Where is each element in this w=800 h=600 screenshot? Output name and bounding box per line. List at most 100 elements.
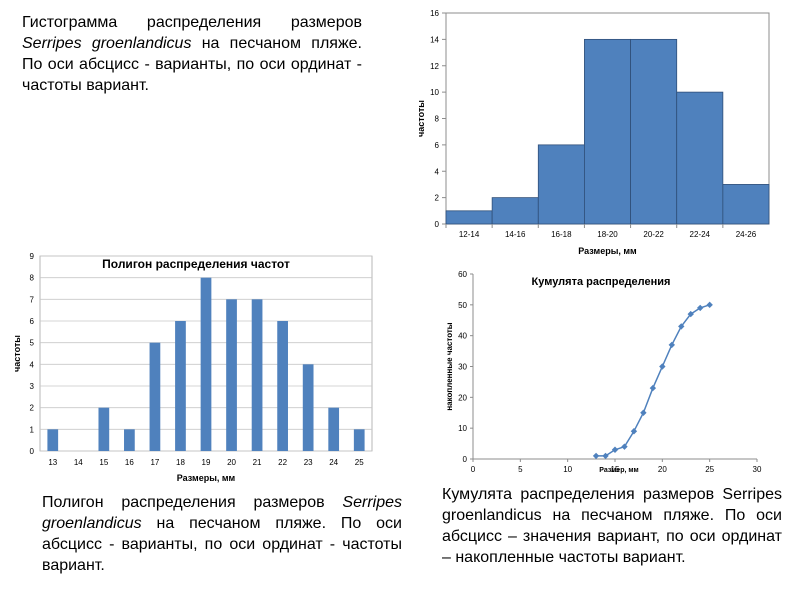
y-tick-label: 9: [30, 252, 35, 261]
x-tick-label: 18-20: [597, 230, 618, 239]
y-tick-label: 12: [430, 62, 439, 71]
histogram-bar: [584, 38, 631, 225]
y-axis-label: частоты: [12, 335, 22, 372]
y-tick-label: 4: [435, 167, 440, 176]
chart-title: Кумулята распределения: [532, 276, 671, 288]
x-tick-label: 20: [227, 458, 236, 467]
caption-species: Serripes groenlandicus: [42, 494, 402, 532]
data-point-marker: [611, 446, 619, 453]
x-tick-label: 15: [611, 465, 620, 474]
polygon-bar: [98, 407, 110, 451]
chart-title: Полигон распределения частот: [102, 257, 290, 271]
polygon-bar: [251, 299, 263, 451]
polygon-bar: [175, 321, 186, 451]
y-tick-label: 1: [30, 425, 35, 434]
polygon-bar: [302, 364, 314, 451]
y-tick-label: 6: [30, 317, 35, 326]
data-point-marker: [678, 323, 685, 330]
x-tick-label: 16: [125, 458, 134, 467]
polygon-bar: [353, 429, 365, 451]
polygon-bar: [226, 299, 237, 451]
x-axis-label: Размер, мм: [599, 467, 638, 474]
caption-text: Гистограмма распределения размеров: [22, 14, 362, 31]
data-point-marker: [649, 384, 657, 392]
caption-text: на песчаном пляже. По оси абсцисс - вари…: [22, 35, 362, 94]
y-tick-label: 0: [435, 220, 440, 229]
caption-text: на песчаном пляже. По оси абсцисс - вари…: [42, 515, 402, 574]
y-tick-label: 16: [430, 9, 439, 18]
caption-text: Кумулята распределения размеров Serripes…: [442, 486, 782, 566]
y-tick-label: 2: [435, 194, 440, 203]
data-point-marker: [640, 409, 647, 416]
y-tick-label: 7: [30, 295, 35, 304]
y-axis-label: накопленные частоты: [445, 322, 454, 410]
x-tick-label: 25: [705, 465, 714, 474]
y-tick-label: 10: [458, 424, 467, 433]
histogram-caption: Гистограмма распределения размеров Serri…: [22, 12, 362, 96]
x-tick-label: 0: [471, 465, 476, 474]
histogram-bar: [722, 184, 770, 225]
histogram-bar: [537, 144, 585, 225]
polygon-bar: [277, 321, 288, 451]
y-axis-label: частоты: [416, 100, 426, 137]
polygon-bar: [328, 407, 340, 451]
x-tick-label: 19: [202, 458, 211, 467]
x-tick-label: 20-22: [643, 230, 664, 239]
y-tick-label: 5: [30, 339, 35, 348]
x-tick-label: 10: [563, 465, 572, 474]
data-point-marker: [687, 310, 694, 318]
y-tick-label: 0: [463, 455, 468, 464]
y-tick-label: 3: [30, 382, 35, 391]
y-tick-label: 10: [430, 88, 439, 97]
x-tick-label: 20: [658, 465, 667, 474]
data-point-marker: [668, 341, 675, 349]
x-tick-label: 5: [518, 465, 523, 474]
data-point-marker: [706, 301, 713, 309]
x-tick-label: 15: [99, 458, 108, 467]
histogram-bar: [676, 91, 724, 225]
polygon-bar: [149, 342, 161, 451]
data-point-marker: [592, 452, 600, 460]
x-tick-label: 14-16: [505, 230, 526, 239]
x-tick-label: 24-26: [736, 230, 757, 239]
polygon-bar: [47, 429, 59, 451]
y-tick-label: 6: [435, 141, 440, 150]
x-tick-label: 25: [355, 458, 364, 467]
y-tick-label: 2: [30, 404, 35, 413]
data-point-marker: [697, 304, 704, 312]
histogram-bar: [630, 38, 678, 225]
y-tick-label: 30: [458, 363, 467, 372]
x-tick-label: 16-18: [551, 230, 572, 239]
caption-species: Serripes groenlandicus: [22, 35, 192, 52]
y-tick-label: 40: [458, 332, 467, 341]
y-tick-label: 20: [458, 393, 467, 402]
y-tick-label: 8: [30, 274, 35, 283]
polygon-caption: Полигон распределения размеров Serripes …: [42, 492, 402, 576]
x-axis-label: Размеры, мм: [578, 246, 637, 256]
data-point-marker: [621, 443, 628, 450]
x-tick-label: 18: [176, 458, 185, 467]
data-point-marker: [602, 452, 609, 460]
polygon-bar: [124, 429, 135, 451]
y-tick-label: 60: [458, 270, 467, 279]
x-tick-label: 22-24: [690, 230, 711, 239]
cumulative-caption: Кумулята распределения размеров Serripes…: [442, 484, 782, 568]
polygon-bar: [200, 277, 212, 451]
x-tick-label: 30: [753, 465, 762, 474]
y-tick-label: 0: [30, 447, 35, 456]
x-tick-label: 21: [253, 458, 262, 467]
x-tick-label: 14: [74, 458, 83, 467]
y-tick-label: 50: [458, 301, 467, 310]
x-tick-label: 23: [304, 458, 313, 467]
x-tick-label: 12-14: [459, 230, 480, 239]
data-point-marker: [659, 363, 666, 370]
caption-text: Полигон распределения размеров: [42, 494, 343, 511]
data-point-marker: [630, 428, 638, 435]
x-axis-label: Размеры, мм: [177, 473, 236, 483]
y-tick-label: 14: [430, 35, 439, 44]
x-tick-label: 13: [48, 458, 57, 467]
x-tick-label: 17: [150, 458, 159, 467]
